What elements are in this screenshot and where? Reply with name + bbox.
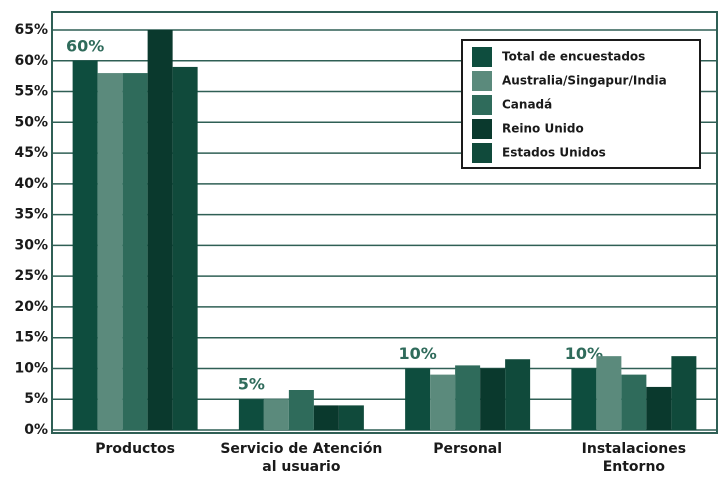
- bar: [97, 73, 123, 431]
- bar: [313, 405, 339, 430]
- x-tick-label: Personal: [433, 441, 503, 457]
- plot-frame: [51, 11, 718, 434]
- bar: [405, 368, 431, 430]
- bar: [480, 368, 506, 430]
- x-tick-label: Instalaciones Entorno: [581, 441, 687, 475]
- data-label: 5%: [238, 375, 265, 394]
- legend-swatch: [472, 47, 492, 67]
- legend-label: Canadá: [502, 98, 552, 112]
- legend-swatch: [472, 71, 492, 91]
- y-tick-label: 5%: [24, 391, 48, 407]
- bar: [288, 390, 314, 430]
- data-label: 10%: [398, 344, 436, 363]
- y-tick-label: 60%: [14, 53, 48, 69]
- bar: [338, 405, 364, 430]
- y-tick-label: 15%: [14, 330, 48, 346]
- bar: [621, 374, 647, 430]
- y-tick-label: 50%: [14, 114, 48, 130]
- bar: [505, 359, 531, 430]
- bar: [238, 399, 264, 430]
- bar: [430, 374, 456, 430]
- data-label: 10%: [565, 344, 603, 363]
- x-tick-label: Servicio de Atención al usuario: [220, 441, 383, 475]
- y-tick-label: 55%: [14, 84, 48, 100]
- legend-label: Estados Unidos: [502, 146, 606, 160]
- legend-swatch: [472, 119, 492, 139]
- bar: [596, 356, 622, 430]
- y-tick-label: 20%: [14, 299, 48, 315]
- bar: [72, 60, 98, 431]
- bar: [671, 356, 697, 430]
- y-tick-label: 25%: [14, 268, 48, 284]
- data-label: 60%: [66, 36, 104, 55]
- y-tick-label: 35%: [14, 207, 48, 223]
- legend-swatch: [472, 143, 492, 163]
- legend-label: Total de encuestados: [502, 50, 645, 64]
- y-tick-label: 0%: [24, 422, 48, 438]
- legend-swatch: [472, 95, 492, 115]
- y-tick-label: 10%: [14, 360, 48, 376]
- bar: [172, 66, 198, 430]
- bar: [455, 365, 481, 430]
- bar: [571, 368, 597, 430]
- legend-label: Australia/Singapur/India: [502, 74, 667, 88]
- legend-box: [461, 39, 701, 169]
- x-tick-label: Productos: [95, 441, 175, 457]
- legend-label: Reino Unido: [502, 122, 584, 136]
- y-tick-label: 45%: [14, 145, 48, 161]
- y-tick-label: 40%: [14, 176, 48, 192]
- bar: [263, 399, 289, 430]
- y-tick-label: 65%: [14, 22, 48, 38]
- bar: [646, 386, 672, 430]
- bar: [122, 73, 148, 431]
- y-tick-label: 30%: [14, 237, 48, 253]
- bar: [147, 30, 173, 430]
